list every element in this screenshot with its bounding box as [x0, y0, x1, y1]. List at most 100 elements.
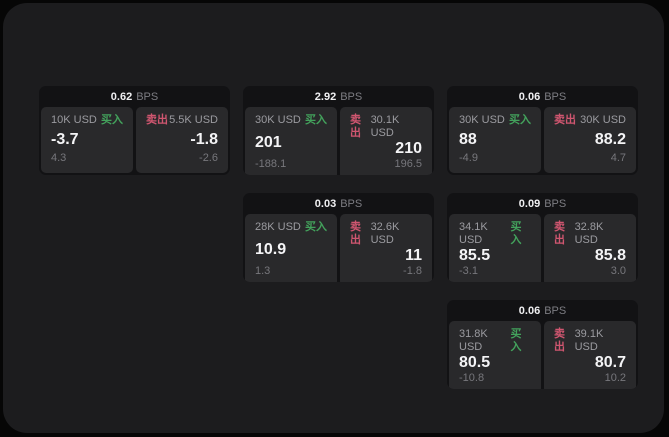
buy-delta: -10.8 [459, 372, 485, 384]
buy-panel[interactable]: 34.1K USD 买入 85.5 -3.1 [449, 214, 541, 282]
sell-panel-top: 卖出 32.6K USD [350, 221, 422, 247]
sell-panel-top: 卖出 32.8K USD [554, 221, 626, 247]
spread-unit: BPS [340, 90, 363, 103]
buy-size-label: 34.1K USD [459, 221, 488, 246]
spread-unit: BPS [136, 90, 159, 103]
card-body: 10K USD 买入 -3.7 4.3 卖出 5.5K USD -1.8 -2.… [39, 107, 230, 175]
buy-panel-top: 10K USD 买入 [51, 114, 123, 127]
buy-delta: -4.9 [459, 152, 478, 164]
sell-side-button[interactable]: 卖出 [554, 114, 576, 126]
spread-unit: BPS [340, 197, 363, 210]
buy-size-label: 28K USD [255, 221, 301, 233]
buy-price: 85.5 [459, 247, 491, 264]
sell-panel-top: 卖出 5.5K USD [146, 114, 218, 127]
buy-side-button[interactable]: 买入 [101, 114, 123, 126]
buy-price: 10.9 [255, 240, 287, 258]
quote-card: 2.92 BPS 30K USD 买入 201 -188.1 卖出 30.1K … [243, 86, 434, 175]
spread-value: 0.09 [518, 197, 541, 210]
card-body: 30K USD 买入 201 -188.1 卖出 30.1K USD 210 1… [243, 107, 434, 175]
sell-delta: -1.8 [403, 265, 422, 277]
sell-delta: 10.2 [604, 372, 626, 384]
card-body: 30K USD 买入 88 -4.9 卖出 30K USD 88.2 4.7 [447, 107, 638, 175]
sell-panel[interactable]: 卖出 32.6K USD 11 -1.8 [340, 214, 432, 282]
sell-side-button[interactable]: 卖出 [554, 221, 565, 246]
cards-grid: 0.62 BPS 10K USD 买入 -3.7 4.3 卖出 5.5K USD… [39, 86, 638, 389]
spread-unit: BPS [544, 90, 567, 103]
buy-side-button[interactable]: 买入 [510, 328, 522, 353]
sell-delta: 196.5 [394, 158, 422, 170]
sell-size-label: 30K USD [580, 114, 626, 126]
sell-price: -1.8 [190, 130, 218, 148]
sell-price: 85.8 [594, 247, 626, 264]
buy-side-button[interactable]: 买入 [510, 221, 522, 246]
buy-side-button[interactable]: 买入 [305, 114, 327, 126]
sell-side-button[interactable]: 卖出 [554, 328, 565, 353]
buy-delta: -188.1 [255, 158, 287, 170]
sell-delta: 3.0 [610, 265, 626, 277]
buy-panel[interactable]: 10K USD 买入 -3.7 4.3 [41, 107, 133, 173]
sell-price: 210 [395, 140, 422, 157]
spread-value: 0.62 [110, 90, 133, 103]
spread-value: 2.92 [314, 90, 337, 103]
card-header-spread: 2.92 BPS [243, 86, 434, 107]
sell-price: 80.7 [594, 354, 626, 371]
card-header-spread: 0.62 BPS [39, 86, 230, 107]
sell-side-button[interactable]: 卖出 [350, 114, 361, 139]
sell-size-label: 32.6K USD [370, 221, 400, 246]
quote-card: 0.06 BPS 31.8K USD 买入 80.5 -10.8 卖出 39.1… [447, 300, 638, 389]
spread-unit: BPS [544, 197, 567, 210]
buy-delta: -3.1 [459, 265, 478, 277]
buy-side-button[interactable]: 买入 [305, 221, 327, 233]
buy-panel-top: 30K USD 买入 [255, 114, 327, 127]
buy-delta: 4.3 [51, 152, 67, 164]
buy-size-label: 30K USD [459, 114, 505, 126]
app-surface: 0.62 BPS 10K USD 买入 -3.7 4.3 卖出 5.5K USD… [3, 3, 664, 433]
sell-panel[interactable]: 卖出 30K USD 88.2 4.7 [544, 107, 636, 173]
buy-panel-top: 30K USD 买入 [459, 114, 531, 127]
buy-panel-top: 31.8K USD 买入 [459, 328, 531, 354]
buy-panel[interactable]: 30K USD 买入 88 -4.9 [449, 107, 541, 173]
spread-value: 0.06 [518, 90, 541, 103]
sell-size-label: 39.1K USD [574, 328, 604, 353]
sell-size-label: 32.8K USD [574, 221, 604, 246]
sell-price: 88.2 [594, 130, 626, 148]
sell-delta: -2.6 [199, 152, 218, 164]
quote-card: 0.62 BPS 10K USD 买入 -3.7 4.3 卖出 5.5K USD… [39, 86, 230, 175]
buy-price: -3.7 [51, 130, 79, 148]
spread-value: 0.06 [518, 304, 541, 317]
buy-panel-top: 34.1K USD 买入 [459, 221, 531, 247]
sell-side-button[interactable]: 卖出 [350, 221, 361, 246]
buy-size-label: 31.8K USD [459, 328, 488, 353]
sell-side-button[interactable]: 卖出 [146, 114, 168, 126]
spread-value: 0.03 [314, 197, 337, 210]
buy-panel[interactable]: 31.8K USD 买入 80.5 -10.8 [449, 321, 541, 389]
buy-panel[interactable]: 30K USD 买入 201 -188.1 [245, 107, 337, 175]
buy-price: 88 [459, 130, 477, 148]
sell-panel[interactable]: 卖出 5.5K USD -1.8 -2.6 [136, 107, 228, 173]
card-header-spread: 0.09 BPS [447, 193, 638, 214]
card-header-spread: 0.06 BPS [447, 300, 638, 321]
sell-panel[interactable]: 卖出 39.1K USD 80.7 10.2 [544, 321, 636, 389]
sell-size-label: 5.5K USD [169, 114, 218, 126]
sell-panel-top: 卖出 39.1K USD [554, 328, 626, 354]
buy-price: 201 [255, 133, 282, 151]
quote-card: 0.06 BPS 30K USD 买入 88 -4.9 卖出 30K USD 8… [447, 86, 638, 175]
quote-card: 0.03 BPS 28K USD 买入 10.9 1.3 卖出 32.6K US… [243, 193, 434, 282]
buy-size-label: 30K USD [255, 114, 301, 126]
buy-delta: 1.3 [255, 265, 271, 277]
spread-unit: BPS [544, 304, 567, 317]
card-body: 28K USD 买入 10.9 1.3 卖出 32.6K USD 11 -1.8 [243, 214, 434, 282]
card-body: 31.8K USD 买入 80.5 -10.8 卖出 39.1K USD 80.… [447, 321, 638, 389]
card-body: 34.1K USD 买入 85.5 -3.1 卖出 32.8K USD 85.8… [447, 214, 638, 282]
sell-delta: 4.7 [610, 152, 626, 164]
sell-price: 11 [405, 247, 422, 264]
card-header-spread: 0.03 BPS [243, 193, 434, 214]
card-header-spread: 0.06 BPS [447, 86, 638, 107]
sell-size-label: 30.1K USD [370, 114, 400, 139]
buy-panel[interactable]: 28K USD 买入 10.9 1.3 [245, 214, 337, 282]
buy-side-button[interactable]: 买入 [509, 114, 531, 126]
sell-panel[interactable]: 卖出 32.8K USD 85.8 3.0 [544, 214, 636, 282]
buy-panel-top: 28K USD 买入 [255, 221, 327, 234]
sell-panel[interactable]: 卖出 30.1K USD 210 196.5 [340, 107, 432, 175]
sell-panel-top: 卖出 30K USD [554, 114, 626, 127]
